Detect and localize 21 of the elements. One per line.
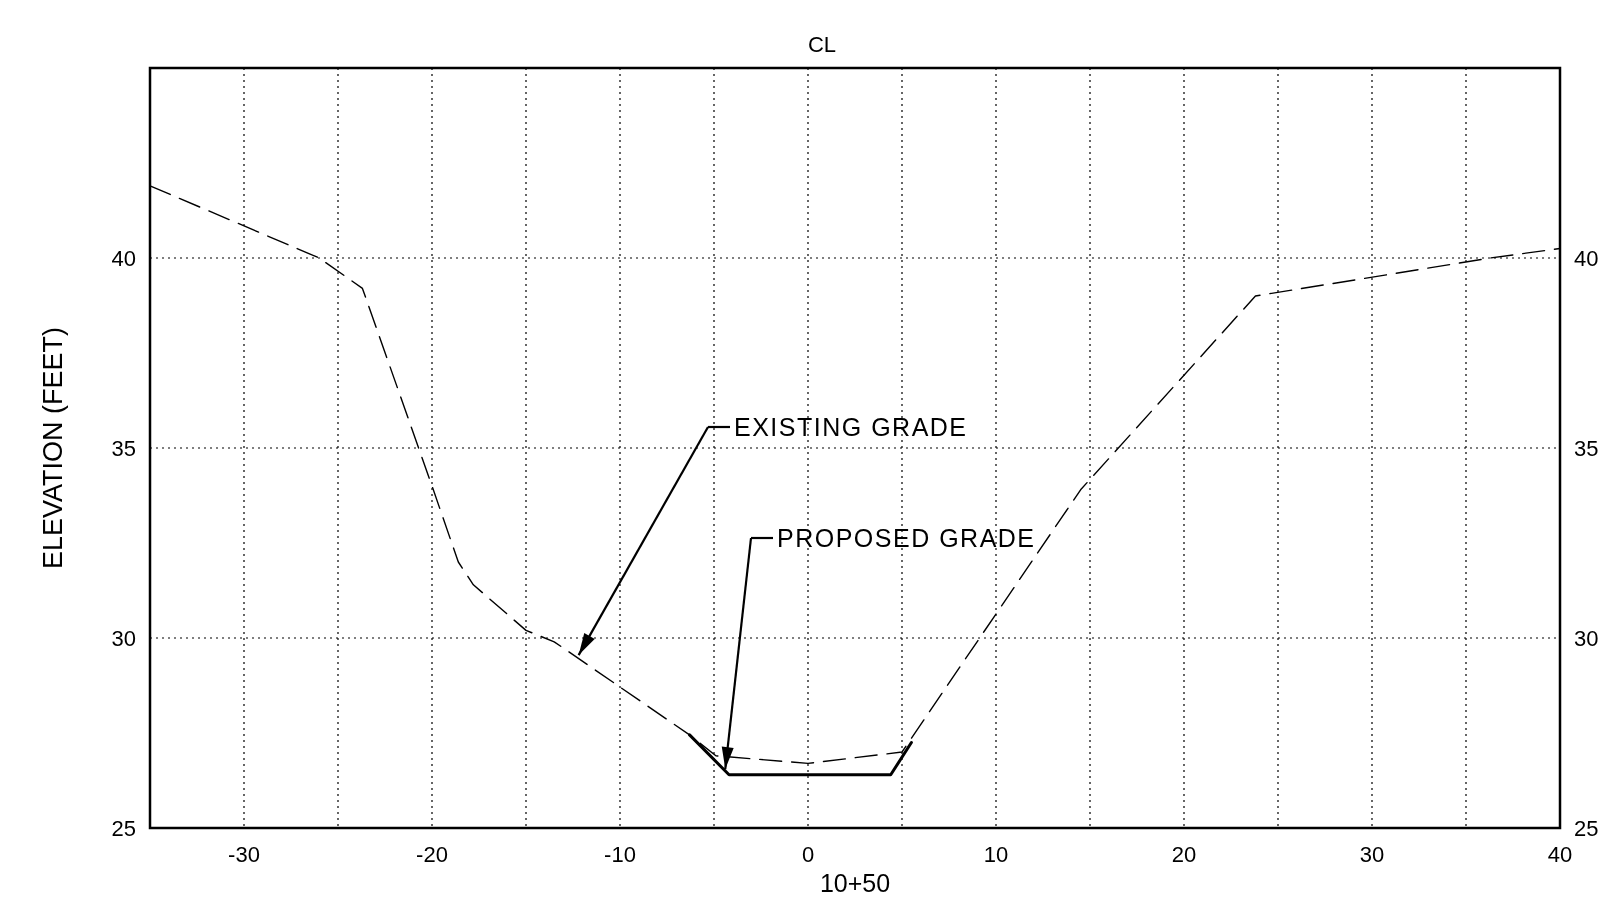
x-tick-label: -30 (228, 842, 260, 867)
x-tick-label: 30 (1359, 842, 1385, 867)
y-tick-label: 40 (111, 245, 136, 271)
x-axis-title: 10+50 (819, 869, 891, 897)
y2-tick-label: 25 (1574, 815, 1599, 841)
x-tick-label: -10 (604, 842, 636, 867)
x-tick-label: 10 (983, 842, 1009, 867)
x-tick-label: 40 (1547, 842, 1573, 867)
annotation: PROPOSED GRADE (777, 523, 1036, 552)
y-axis-title: ELEVATION (FEET) (38, 326, 68, 570)
y2-tick-label: 40 (1574, 245, 1599, 271)
y2-tick-label: 30 (1574, 625, 1599, 651)
x-tick-label: 0 (801, 842, 815, 867)
text: CL (807, 31, 837, 57)
y-tick-label: 30 (111, 625, 136, 651)
y-tick-label: 25 (111, 815, 136, 841)
y2-tick-label: 35 (1574, 435, 1599, 461)
x-tick-label: 20 (1171, 842, 1197, 867)
annotation: EXISTING GRADE (734, 412, 968, 441)
y-tick-label: 35 (111, 435, 136, 461)
x-tick-label: -20 (416, 842, 448, 867)
